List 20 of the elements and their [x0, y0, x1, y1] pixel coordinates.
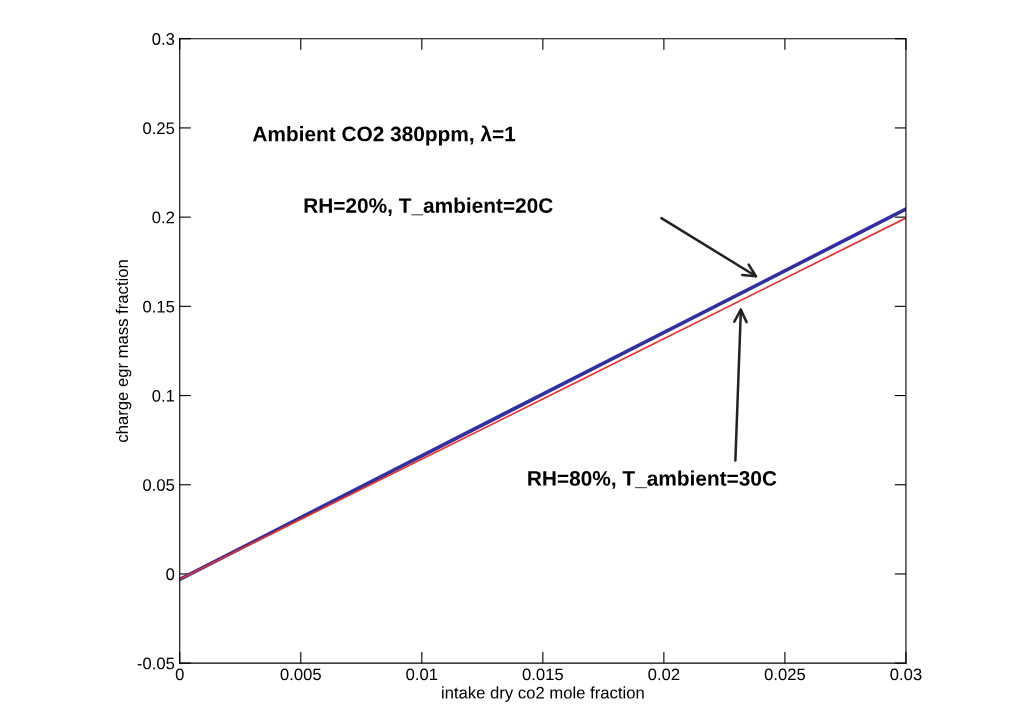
- annotation: RH=80%, T_ambient=30C: [528, 470, 777, 489]
- y-tick-label: 0.15: [143, 300, 175, 313]
- y-tick-label: 0.2: [152, 211, 175, 224]
- x-tick-label: 0.03: [890, 668, 922, 681]
- x-tick-label: 0: [175, 668, 184, 681]
- annotation: Ambient CO2 380ppm, λ=1: [252, 125, 516, 146]
- y-tick-label: 0.05: [143, 479, 175, 491]
- y-tick-label: 0: [166, 568, 175, 581]
- x-axis-title: intake dry co2 mole fraction: [442, 686, 644, 702]
- annotation: RH=20%, T_ambient=20C: [304, 197, 553, 216]
- x-tick-label: 0.01: [406, 668, 438, 681]
- x-tick-label: 0.005: [280, 668, 321, 681]
- x-tick-label: 0.02: [648, 668, 680, 681]
- y-axis-title: charge egr mass fraction: [115, 260, 132, 442]
- y-tick-label: 0.1: [152, 389, 175, 402]
- y-tick-label: 0.3: [152, 33, 175, 45]
- y-tick-label: 0.25: [143, 122, 175, 135]
- x-tick-label: 0.015: [522, 668, 563, 681]
- y-tick-label: -0.05: [137, 657, 175, 670]
- x-tick-label: 0.025: [764, 668, 806, 681]
